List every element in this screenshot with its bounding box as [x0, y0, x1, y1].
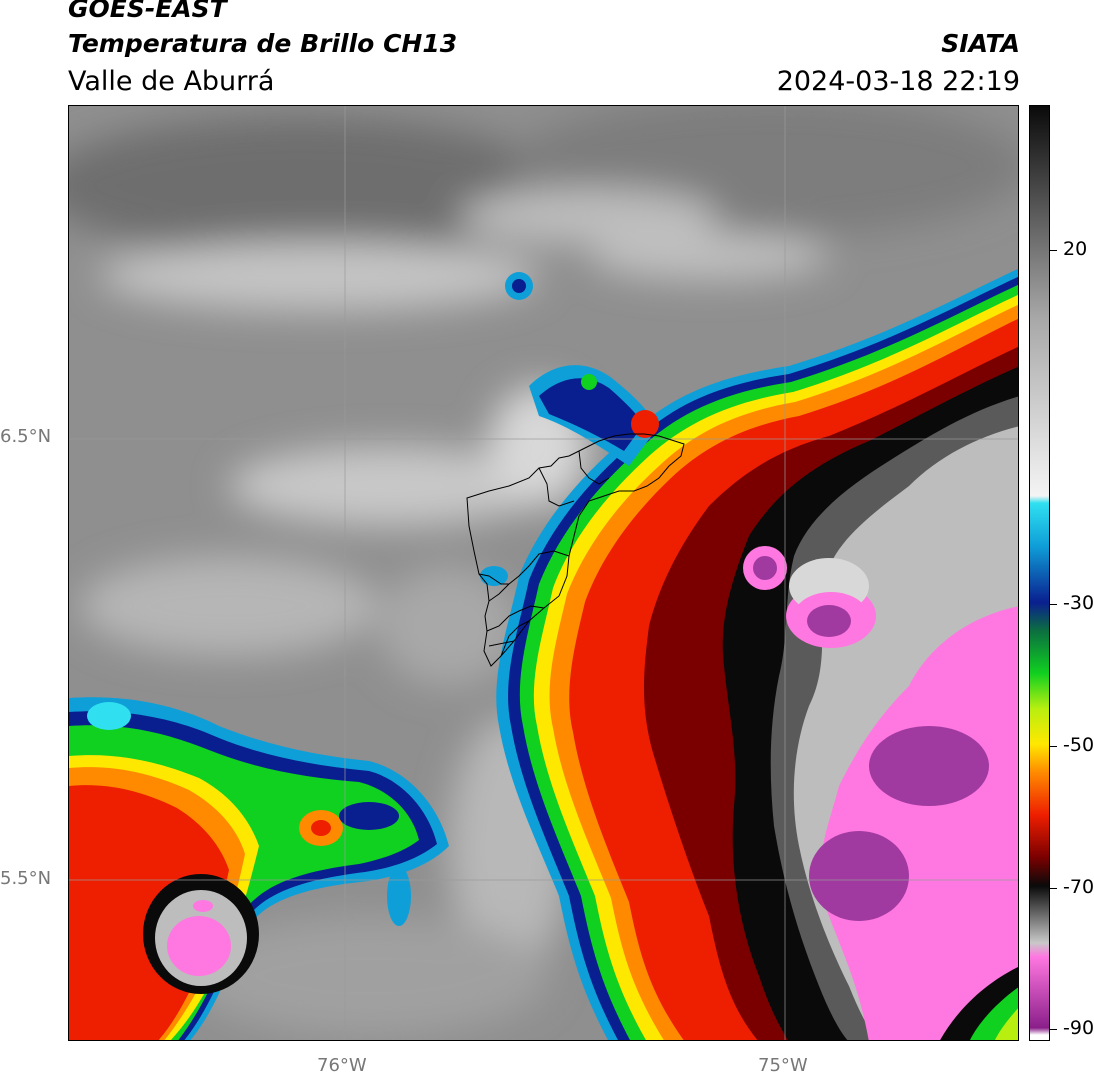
brightness-temperature-map[interactable] — [68, 105, 1019, 1041]
colorbar-label-minus-50: -50 — [1063, 734, 1094, 756]
latitude-label-6-5: 6.5°N — [0, 426, 52, 447]
municipality-boundaries — [466, 433, 685, 667]
colorbar-label-minus-70: -70 — [1063, 876, 1094, 898]
satellite-title: GOES-EAST — [68, 0, 227, 23]
colorbar-label-minus-30: -30 — [1063, 592, 1094, 614]
product-title: Temperatura de Brillo CH13 — [68, 29, 458, 58]
colorbar-tick-minus-50 — [1050, 746, 1057, 747]
colorbar-tick-minus-90 — [1050, 1029, 1057, 1030]
colorbar — [1029, 105, 1050, 1041]
colorbar-gradient — [1030, 106, 1049, 1040]
colorbar-label-20: 20 — [1063, 238, 1088, 260]
graticule — [69, 106, 1018, 1040]
datetime-label: 2024-03-18 22:19 — [776, 66, 1020, 97]
colorbar-tick-minus-70 — [1050, 888, 1057, 889]
colorbar-tick-minus-30 — [1050, 604, 1057, 605]
longitude-label-76w: 76°W — [317, 1055, 367, 1076]
region-title: Valle de Aburrá — [68, 66, 275, 97]
organization-label: SIATA — [941, 29, 1020, 58]
east-storm-system — [480, 268, 1018, 1040]
colorbar-fill — [1030, 106, 1049, 1040]
clear-sky-texture — [69, 106, 1018, 1036]
colorbar-tick-20 — [1050, 250, 1057, 251]
latitude-label-5-5: 5.5°N — [0, 868, 52, 889]
map-canvas — [69, 106, 1018, 1040]
longitude-label-75w: 75°W — [758, 1055, 808, 1076]
colorbar-label-minus-90: -90 — [1063, 1017, 1094, 1039]
